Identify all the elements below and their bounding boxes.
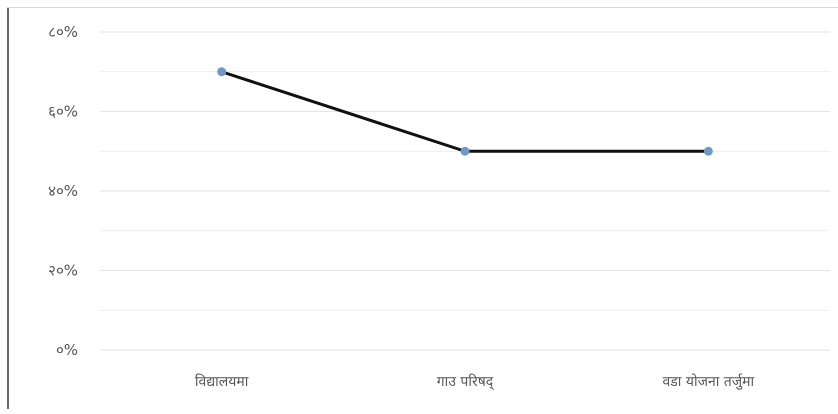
x-axis-tick-labels: विद्यालयमा गाउ परिषद् वडा योजना तर्जुमा bbox=[195, 373, 755, 391]
y-axis-tick-labels: ०% २०% ४०% ६०% ८०% bbox=[48, 23, 78, 359]
data-point bbox=[217, 67, 227, 77]
x-tick-label: गाउ परिषद् bbox=[437, 373, 494, 391]
x-tick-label: विद्यालयमा bbox=[195, 373, 249, 390]
data-point bbox=[460, 146, 470, 156]
gridlines bbox=[100, 31, 830, 351]
y-tick-label: ४०% bbox=[48, 182, 78, 200]
data-point bbox=[703, 146, 713, 156]
left-border bbox=[7, 8, 9, 409]
series-group bbox=[217, 67, 713, 156]
top-border bbox=[7, 7, 838, 8]
y-tick-label: २०% bbox=[48, 262, 78, 280]
y-tick-label: ०% bbox=[56, 341, 78, 359]
y-tick-label: ८०% bbox=[48, 23, 78, 41]
x-tick-label: वडा योजना तर्जुमा bbox=[662, 373, 754, 390]
y-tick-label: ६०% bbox=[48, 103, 78, 121]
